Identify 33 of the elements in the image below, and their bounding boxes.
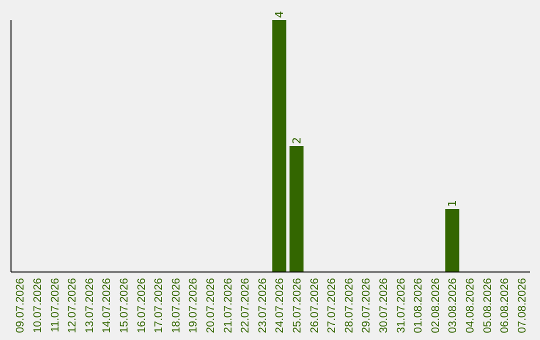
x-tick-label: 24.07.2026 xyxy=(274,278,286,334)
data-label: 1 xyxy=(446,200,460,207)
x-tick-label: 03.08.2026 xyxy=(447,278,460,334)
x-tick-label: 19.07.2026 xyxy=(188,278,200,334)
x-tick-label: 15.07.2026 xyxy=(118,278,130,334)
data-label: 4 xyxy=(273,11,286,18)
x-tick-label: 07.08.2026 xyxy=(516,278,528,334)
x-tick-label: 11.07.2026 xyxy=(49,278,62,332)
x-tick-label: 21.07.2026 xyxy=(222,278,234,334)
x-tick-label: 12.07.2026 xyxy=(66,278,79,334)
data-label: 2 xyxy=(290,137,304,144)
x-tick-label: 05.08.2026 xyxy=(482,278,494,334)
x-tick-label: 27.07.2026 xyxy=(326,278,338,334)
x-tick-label: 28.07.2026 xyxy=(343,278,356,334)
x-tick-label: 13.07.2026 xyxy=(84,278,96,334)
x-tick-label: 31.07.2026 xyxy=(395,278,408,334)
x-tick-label: 22.07.2026 xyxy=(240,278,252,334)
x-tick-label: 30.07.2026 xyxy=(378,278,390,334)
x-tick-label: 10.07.2026 xyxy=(32,278,44,334)
x-tick-label: 01.08.2026 xyxy=(412,278,425,334)
x-tick-label: 17.07.2026 xyxy=(153,278,166,334)
x-tick-label: 18.07.2026 xyxy=(170,278,182,334)
x-tick-label: 26.07.2026 xyxy=(308,278,321,334)
x-tick-label: 29.07.2026 xyxy=(360,278,373,334)
x-tick-label: 09.07.2026 xyxy=(14,278,27,334)
x-tick-label: 23.07.2026 xyxy=(256,278,269,334)
x-tick-label: 16.07.2026 xyxy=(136,278,148,334)
x-tick-label: 06.08.2026 xyxy=(499,278,512,334)
x-tick-label: 25.07.2026 xyxy=(291,278,304,334)
x-tick-label: 14.07.2026 xyxy=(101,278,114,334)
x-tick-label: 20.07.2026 xyxy=(204,278,217,334)
x-tick-label: 04.08.2026 xyxy=(464,278,476,334)
x-tick-label: 02.08.2026 xyxy=(430,278,442,334)
